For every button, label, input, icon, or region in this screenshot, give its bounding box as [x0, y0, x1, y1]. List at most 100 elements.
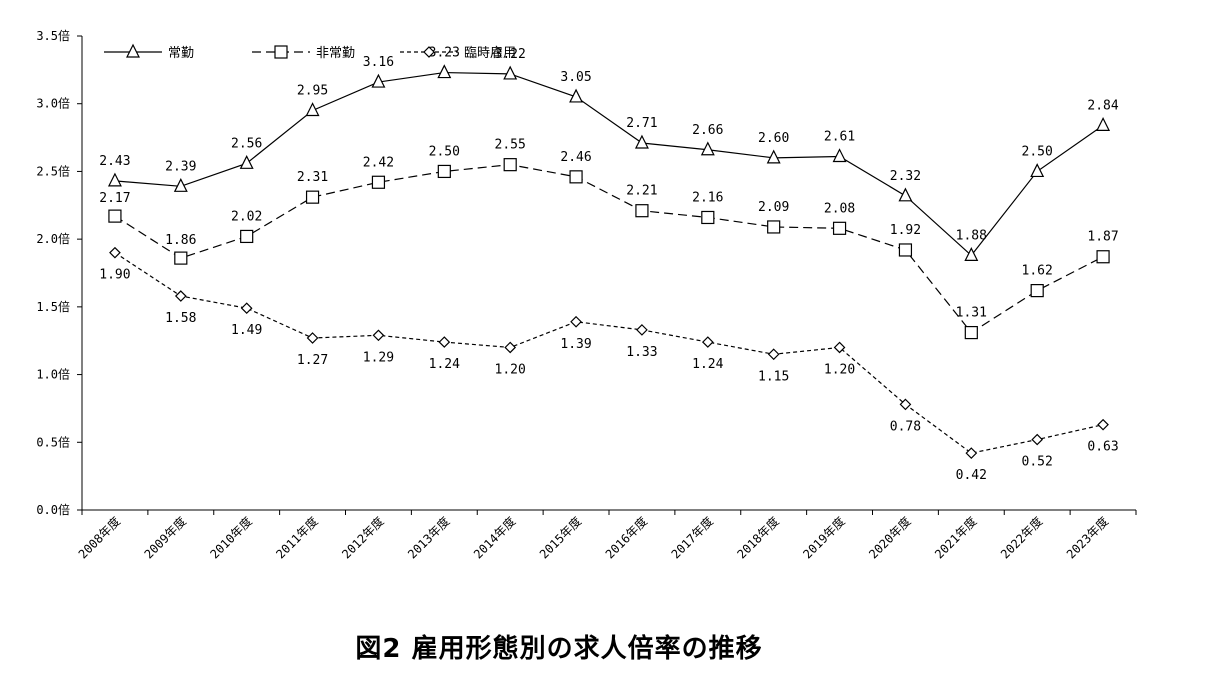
y-tick-label: 0.5倍: [36, 434, 70, 449]
series-line-3: [114, 252, 1104, 454]
series-2-point: [108, 209, 122, 223]
series-1-point: [371, 73, 386, 88]
x-tick-label: 2022年度: [997, 514, 1045, 562]
series-2-point: [569, 170, 583, 184]
series-1-point: [1096, 117, 1111, 131]
series-3-point: [965, 447, 978, 459]
data-label: 3.23: [429, 46, 460, 61]
series-3-point: [701, 336, 714, 348]
data-label: 2.55: [495, 138, 526, 153]
x-tick-label: 2009年度: [141, 514, 189, 562]
series-2-point: [240, 229, 254, 244]
series-2-point: [1096, 250, 1110, 264]
x-tick-label: 2023年度: [1063, 514, 1111, 562]
series-3-point: [1097, 418, 1109, 431]
series-3-point: [899, 398, 912, 411]
series-1-point: [503, 65, 518, 80]
series-line-1: [114, 71, 1104, 257]
data-label: 0.63: [1087, 440, 1118, 455]
legend-label: 常勤: [168, 46, 194, 61]
data-label: 1.29: [363, 350, 394, 365]
series-line-2: [114, 164, 1104, 334]
x-tick-label: 2010年度: [207, 514, 255, 562]
series-3-point: [833, 341, 846, 354]
x-tick-label: 2021年度: [931, 514, 979, 562]
data-label: 2.42: [363, 155, 394, 170]
data-label: 2.32: [890, 169, 921, 184]
data-label: 2.46: [560, 150, 591, 165]
data-label: 2.21: [626, 184, 657, 199]
line-chart: 0.0倍 0.5倍 1.0倍 1.5倍 2.0倍 2.5倍 3.0倍 3.5倍 2008年度 20…: [36, 28, 1137, 562]
y-tick-label: 1.0倍: [36, 367, 70, 382]
data-label: 2.60: [758, 131, 789, 146]
y-tick-label: 3.5倍: [36, 28, 70, 43]
data-label: 0.52: [1022, 455, 1053, 470]
legend-label: 非常勤: [316, 46, 355, 61]
data-label: 2.39: [165, 159, 196, 174]
y-tick-label: 0.0倍: [36, 502, 70, 517]
data-label: 1.24: [692, 357, 723, 372]
series-3-point: [372, 329, 385, 342]
series-2-point: [371, 175, 386, 189]
legend-marker-3: [423, 46, 435, 58]
series-2-point: [1030, 284, 1044, 298]
data-label: 1.20: [495, 362, 526, 377]
data-label: 1.88: [956, 228, 987, 243]
data-label: 1.27: [297, 353, 328, 368]
x-tick-label: 2015年度: [536, 514, 584, 562]
series-2-point: [635, 204, 649, 218]
series-1-point: [898, 187, 913, 202]
data-label: 0.78: [890, 419, 921, 434]
legend-marker-2: [274, 45, 288, 59]
figure-caption: 図2 雇用形態別の求人倍率の推移: [355, 634, 763, 664]
series-3-point: [240, 302, 253, 315]
x-tick-label: 2014年度: [470, 514, 518, 562]
series-2-point: [832, 221, 847, 235]
x-tick-label: 2020年度: [866, 514, 914, 562]
data-label: 1.62: [1022, 264, 1053, 279]
data-label: 2.61: [824, 130, 855, 145]
data-label: 1.33: [626, 345, 657, 360]
series-1-point: [832, 148, 847, 163]
series-3-point: [1031, 433, 1044, 446]
series-1-point: [964, 247, 979, 261]
x-tick-label: 2012年度: [339, 514, 387, 562]
data-label: 1.31: [956, 306, 987, 321]
data-label: 1.92: [890, 223, 921, 238]
series-2-point: [964, 325, 978, 340]
data-label: 0.42: [956, 468, 987, 483]
data-label: 1.24: [429, 357, 460, 372]
data-label: 2.09: [758, 200, 789, 215]
series-3-point: [438, 336, 451, 348]
series-3-point: [109, 246, 121, 259]
data-label: 1.20: [824, 362, 855, 377]
data-label: 2.95: [297, 83, 328, 98]
series-1-point: [766, 149, 781, 164]
x-tick-label: 2019年度: [800, 514, 848, 562]
legend-marker-1: [126, 43, 140, 58]
data-label: 2.50: [429, 144, 460, 159]
series-1-point: [700, 141, 715, 156]
data-label: 1.15: [758, 369, 789, 384]
data-label: 1.39: [560, 337, 591, 352]
series-1-point: [569, 88, 584, 103]
series-3-point: [570, 315, 582, 328]
data-label: 1.90: [99, 268, 130, 283]
data-label: 3.16: [363, 55, 394, 70]
series-2-point: [503, 158, 517, 172]
series-2-point: [174, 251, 188, 265]
data-label: 2.56: [231, 136, 262, 151]
data-label: 2.71: [626, 116, 657, 131]
data-label: 1.86: [165, 233, 196, 248]
series-1-point: [305, 102, 320, 117]
data-label: 2.43: [99, 154, 130, 169]
series-1-point: [173, 177, 188, 192]
series-3-point: [174, 290, 187, 302]
chart-area: 0.0倍 0.5倍 1.0倍 1.5倍 2.0倍 2.5倍 3.0倍 3.5倍 2008年度 20…: [36, 28, 1137, 562]
series-3-point: [767, 348, 780, 361]
data-label: 2.17: [99, 191, 130, 206]
series-2-point: [767, 220, 781, 234]
data-label: 2.16: [692, 190, 723, 205]
data-label: 3.05: [560, 70, 591, 85]
legend-label: 臨時雇用: [464, 45, 516, 61]
